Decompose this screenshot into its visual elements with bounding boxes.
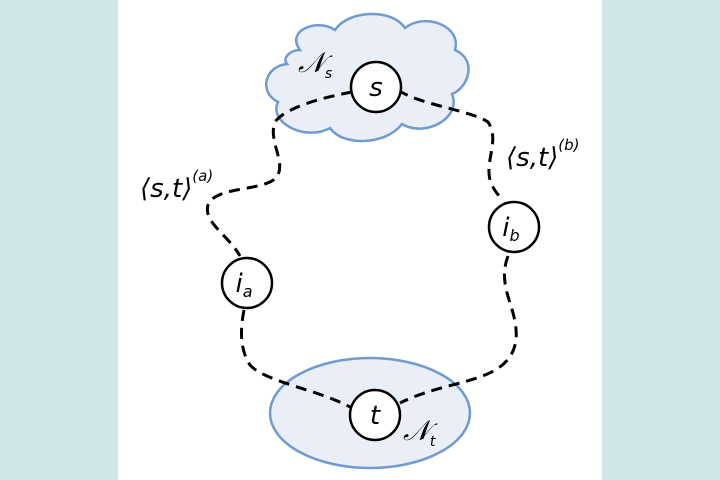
node-t: t <box>348 388 402 442</box>
node-ib-label: i <box>502 213 510 243</box>
source-neighborhood-subscript: s <box>325 66 332 82</box>
path-b-label-main: ⟨s,t⟩ <box>506 143 558 173</box>
node-t-label: t <box>370 401 381 431</box>
path-b-lower-segment <box>399 255 518 405</box>
node-ia-label: i <box>235 269 243 299</box>
path-b-upper-segment <box>397 88 504 201</box>
diagram-panel: s t ia ib 𝒩s 𝒩t <box>118 0 602 480</box>
path-a-upper-segment <box>205 90 353 257</box>
path-b-label-superscript: (b) <box>558 136 579 154</box>
path-a-label-main: ⟨s,t⟩ <box>140 174 192 204</box>
network-path-diagram: s t ia ib 𝒩s 𝒩t <box>140 12 580 470</box>
path-a-label: ⟨s,t⟩(a) <box>140 167 213 204</box>
node-s: s <box>349 60 403 114</box>
node-ib-subscript: b <box>510 226 520 245</box>
node-ia: ia <box>220 256 274 310</box>
path-a-label-superscript: (a) <box>192 167 213 185</box>
svg-text:ib: ib <box>502 213 519 245</box>
svg-text:ia: ia <box>235 269 252 301</box>
node-ib: ib <box>487 200 541 254</box>
path-b-label: ⟨s,t⟩(b) <box>506 136 580 173</box>
target-neighborhood-subscript: t <box>430 434 436 450</box>
path-a-lower-segment <box>240 309 353 410</box>
node-ia-subscript: a <box>243 282 253 301</box>
node-s-label: s <box>369 73 383 103</box>
